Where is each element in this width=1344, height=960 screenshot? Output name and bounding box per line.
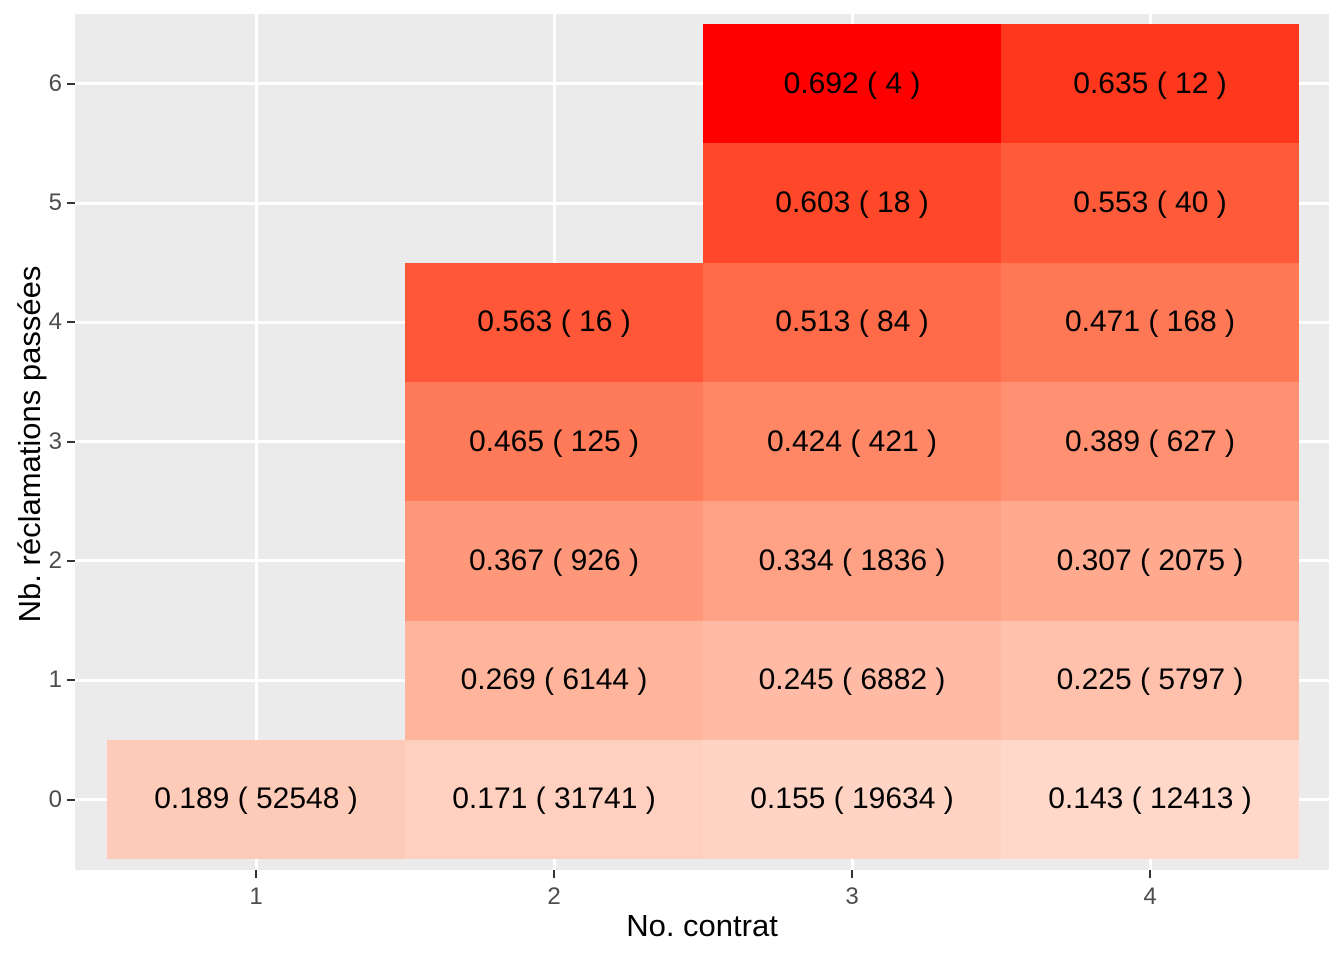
y-tick-2 <box>67 559 75 562</box>
heatmap-cell-x3-y5: 0.603 ( 18 ) <box>703 143 1001 263</box>
cell-label: 0.269 ( 6144 ) <box>460 663 648 697</box>
cell-label: 0.553 ( 40 ) <box>1073 185 1227 219</box>
heatmap-cell-x3-y2: 0.334 ( 1836 ) <box>703 501 1001 621</box>
y-tick-label-1: 1 <box>48 666 62 694</box>
x-tick-label-3: 3 <box>845 883 859 910</box>
x-tick-label-4: 4 <box>1143 883 1157 910</box>
heatmap-cell-x1-y0: 0.189 ( 52548 ) <box>107 739 405 860</box>
cell-label: 0.225 ( 5797 ) <box>1056 663 1244 697</box>
x-tick-4 <box>1149 870 1151 878</box>
y-tick-4 <box>67 321 75 324</box>
heatmap-cell-x3-y6: 0.692 ( 4 ) <box>703 24 1001 144</box>
cell-label: 0.465 ( 125 ) <box>468 424 640 458</box>
y-tick-label-0: 0 <box>48 785 62 813</box>
cell-label: 0.307 ( 2075 ) <box>1056 543 1244 577</box>
heatmap-cell-x4-y3: 0.389 ( 627 ) <box>1001 381 1299 502</box>
heatmap-cell-x3-y0: 0.155 ( 19634 ) <box>703 739 1001 860</box>
y-tick-1 <box>67 679 75 682</box>
heatmap-cell-x2-y2: 0.367 ( 926 ) <box>405 501 703 621</box>
heatmap-cell-x4-y6: 0.635 ( 12 ) <box>1001 24 1299 144</box>
gridline-y-6 <box>75 82 1329 86</box>
heatmap-cell-x3-y1: 0.245 ( 6882 ) <box>703 620 1001 740</box>
x-tick-3 <box>851 870 853 878</box>
heatmap-cell-x2-y3: 0.465 ( 125 ) <box>405 381 703 502</box>
cell-label: 0.389 ( 627 ) <box>1064 424 1236 458</box>
heatmap-cell-x4-y4: 0.471 ( 168 ) <box>1001 262 1299 382</box>
x-axis-title: No. contrat <box>626 908 778 943</box>
plot-panel: 0.189 ( 52548 ) 0.171 ( 31741 ) 0.155 ( 19… <box>75 14 1329 870</box>
heatmap-cell-x3-y3: 0.424 ( 421 ) <box>703 381 1001 502</box>
y-tick-3 <box>67 440 75 443</box>
x-tick-1 <box>255 870 257 878</box>
heatmap-cell-x3-y4: 0.513 ( 84 ) <box>703 262 1001 382</box>
y-tick-label-6: 6 <box>48 69 62 97</box>
heatmap-cell-x2-y1: 0.269 ( 6144 ) <box>405 620 703 740</box>
y-tick-label-3: 3 <box>48 427 62 455</box>
cell-label: 0.513 ( 84 ) <box>775 305 929 339</box>
y-tick-label-5: 5 <box>48 189 62 216</box>
gridline-x-1 <box>254 14 258 870</box>
cell-label: 0.635 ( 12 ) <box>1073 66 1227 100</box>
y-tick-6 <box>67 82 75 85</box>
cell-label: 0.471 ( 168 ) <box>1064 305 1236 339</box>
cell-label: 0.155 ( 19634 ) <box>750 782 954 816</box>
heatmap-cell-x4-y2: 0.307 ( 2075 ) <box>1001 501 1299 621</box>
x-tick-label-1: 1 <box>249 883 263 910</box>
y-tick-0 <box>67 798 75 801</box>
cell-label: 0.171 ( 31741 ) <box>452 782 656 816</box>
heatmap-cell-x2-y0: 0.171 ( 31741 ) <box>405 739 703 860</box>
x-tick-2 <box>553 870 555 878</box>
y-tick-label-2: 2 <box>48 546 62 574</box>
heatmap-cell-x4-y0: 0.143 ( 12413 ) <box>1001 739 1299 860</box>
cell-label: 0.334 ( 1836 ) <box>758 543 946 577</box>
cell-label: 0.424 ( 421 ) <box>766 424 938 458</box>
heatmap-cell-x4-y5: 0.553 ( 40 ) <box>1001 143 1299 263</box>
cell-label: 0.245 ( 6882 ) <box>758 663 946 697</box>
x-tick-label-2: 2 <box>547 883 561 910</box>
cell-label: 0.189 ( 52548 ) <box>154 782 358 816</box>
cell-label: 0.692 ( 4 ) <box>783 66 921 100</box>
cell-label: 0.367 ( 926 ) <box>468 543 640 577</box>
y-tick-5 <box>67 202 75 204</box>
gridline-y-5 <box>75 201 1329 205</box>
cell-label: 0.143 ( 12413 ) <box>1048 782 1252 816</box>
heatmap-cell-x2-y4: 0.563 ( 16 ) <box>405 262 703 382</box>
y-axis-title: Nb. réclamations passées <box>12 265 47 623</box>
heatmap-cell-x4-y1: 0.225 ( 5797 ) <box>1001 620 1299 740</box>
cell-label: 0.603 ( 18 ) <box>775 185 929 219</box>
cell-label: 0.563 ( 16 ) <box>477 305 631 339</box>
y-tick-label-4: 4 <box>48 308 62 336</box>
